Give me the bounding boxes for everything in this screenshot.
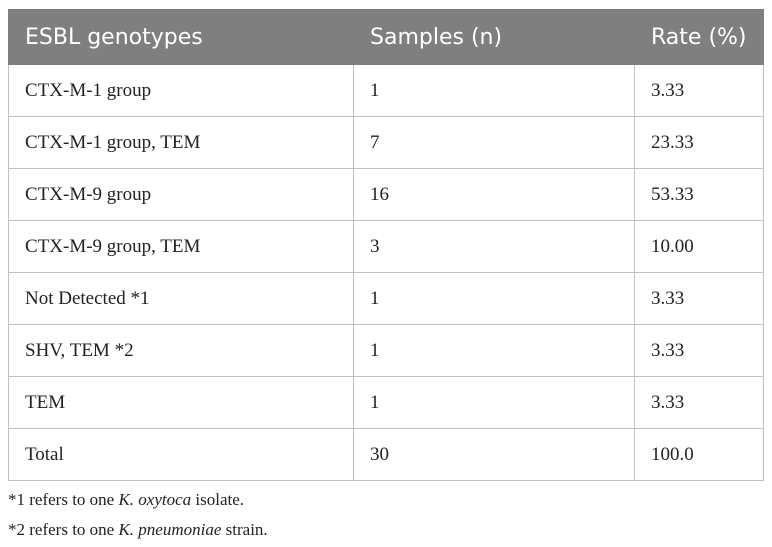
genotype-cell: Total [8,428,354,481]
genotype-cell: TEM [8,376,354,429]
table-header-row: ESBL genotypes Samples (n) Rate (%) [8,9,764,65]
footnote-text: *2 refers to one [8,520,119,539]
table-row: CTX-M-1 group 1 3.33 [8,64,764,117]
genotype-cell: SHV, TEM *2 [8,324,354,377]
table-row: SHV, TEM *2 1 3.33 [8,324,764,377]
rate-cell: 3.33 [634,272,764,325]
organism-name: K. oxytoca [118,490,192,509]
samples-cell: 3 [353,220,635,273]
header-esbl-genotypes: ESBL genotypes [8,9,354,65]
rate-cell: 23.33 [634,116,764,169]
samples-cell: 1 [353,272,635,325]
genotype-cell: CTX-M-1 group, TEM [8,116,354,169]
footnote-2: *2 refers to one K. pneumoniae strain. [8,515,268,545]
rate-cell: 3.33 [634,376,764,429]
rate-cell: 10.00 [634,220,764,273]
samples-cell: 1 [353,64,635,117]
rate-cell: 53.33 [634,168,764,221]
table-row: CTX-M-9 group 16 53.33 [8,168,764,221]
header-rate: Rate (%) [634,9,764,65]
table-row: Not Detected *1 1 3.33 [8,272,764,325]
organism-name: K. pneumoniae [118,520,222,539]
rate-cell: 100.0 [634,428,764,481]
footnote-text: isolate. [191,490,245,509]
footnote-text: strain. [221,520,268,539]
table-row: TEM 1 3.33 [8,376,764,429]
samples-cell: 1 [353,376,635,429]
footnote-1: *1 refers to one K. oxytoca isolate. [8,485,268,515]
table-row: CTX-M-1 group, TEM 7 23.33 [8,116,764,169]
header-samples: Samples (n) [353,9,635,65]
rate-cell: 3.33 [634,64,764,117]
genotype-cell: CTX-M-9 group [8,168,354,221]
esbl-genotype-table: ESBL genotypes Samples (n) Rate (%) CTX-… [8,9,764,481]
esbl-table-container: ESBL genotypes Samples (n) Rate (%) CTX-… [8,9,764,481]
genotype-cell: Not Detected *1 [8,272,354,325]
table-row-total: Total 30 100.0 [8,428,764,481]
rate-cell: 3.33 [634,324,764,377]
samples-cell: 30 [353,428,635,481]
samples-cell: 16 [353,168,635,221]
genotype-cell: CTX-M-1 group [8,64,354,117]
genotype-cell: CTX-M-9 group, TEM [8,220,354,273]
footnote-text: *1 refers to one [8,490,119,509]
samples-cell: 7 [353,116,635,169]
table-footnotes: *1 refers to one K. oxytoca isolate. *2 … [8,485,268,545]
samples-cell: 1 [353,324,635,377]
table-row: CTX-M-9 group, TEM 3 10.00 [8,220,764,273]
